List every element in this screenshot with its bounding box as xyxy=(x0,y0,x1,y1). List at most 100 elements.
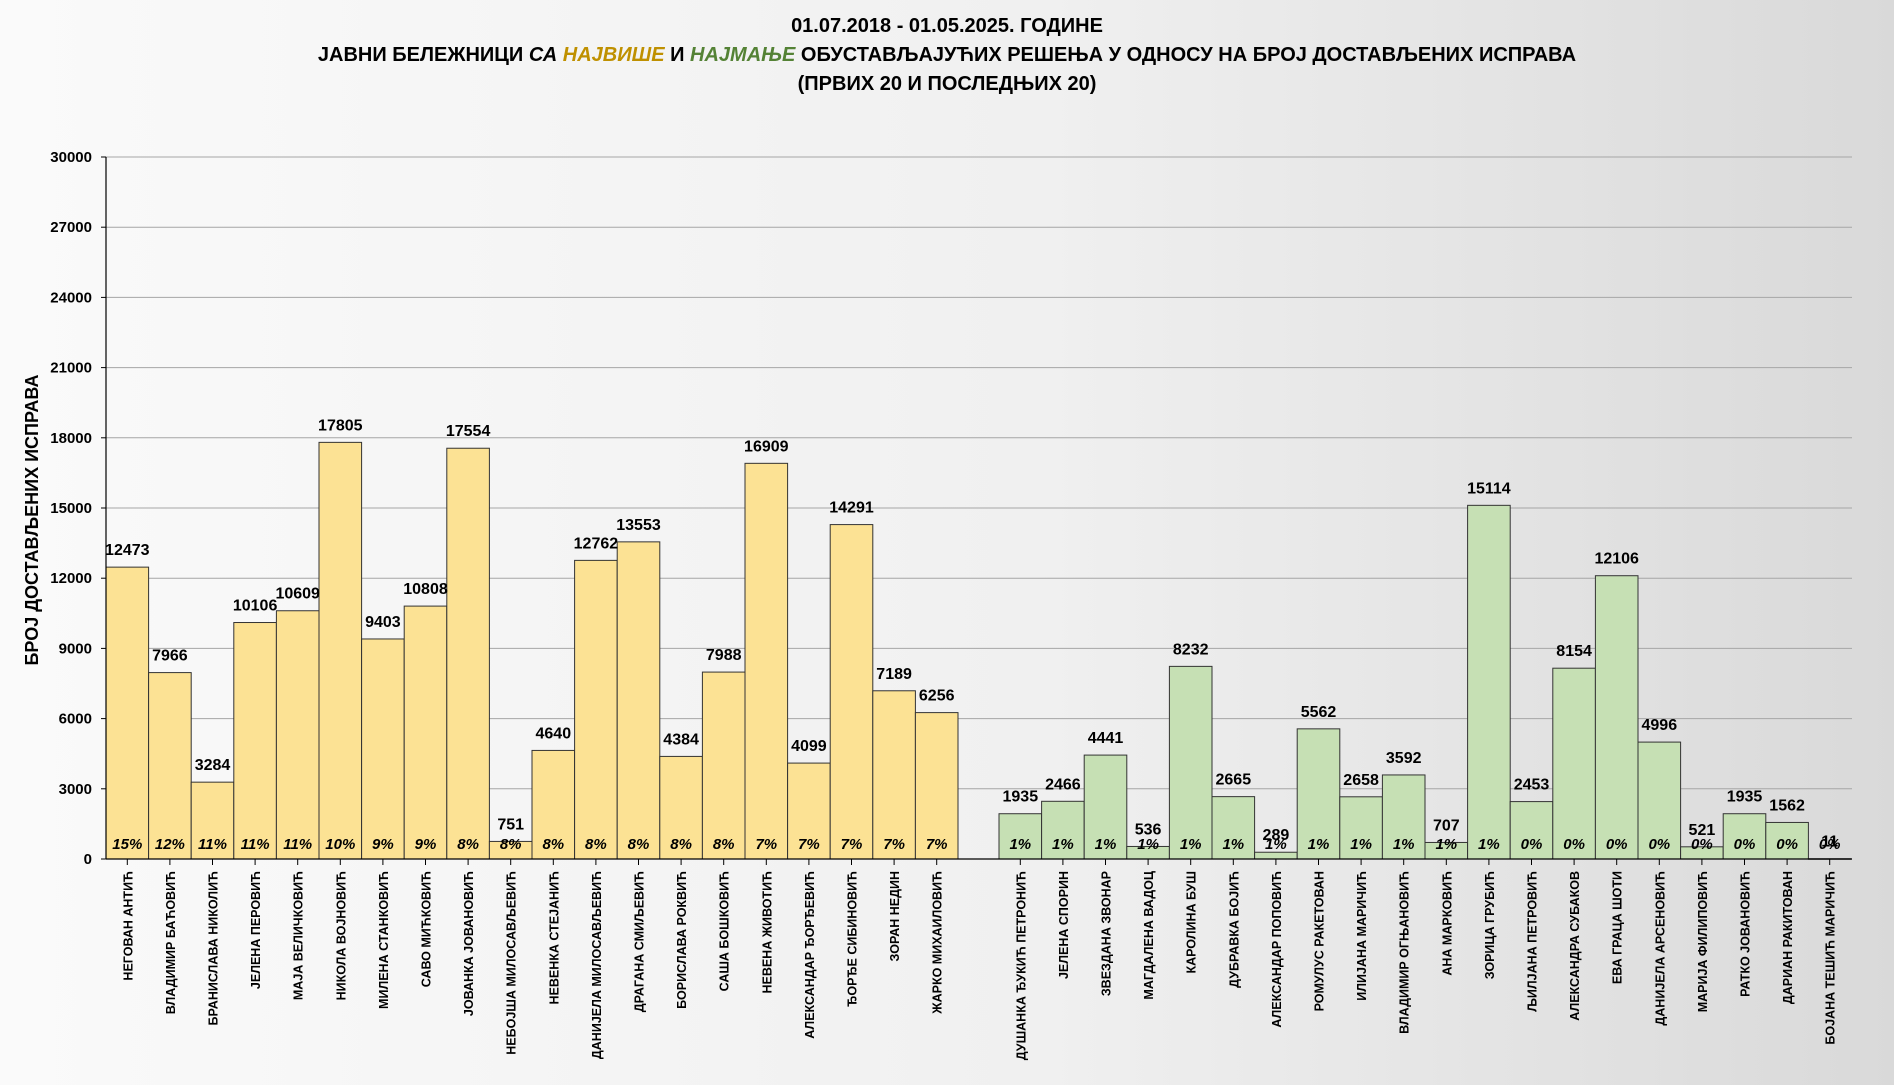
value-label: 4640 xyxy=(536,725,572,742)
value-label: 9403 xyxy=(365,614,401,631)
category-label: ЈЕЛЕНА ПЕРОВИЋ xyxy=(249,871,263,989)
bar xyxy=(1765,821,1809,860)
value-label: 17805 xyxy=(318,417,363,434)
value-label: 8232 xyxy=(1173,641,1209,658)
percent-label: 8% xyxy=(500,836,522,853)
percent-label: 8% xyxy=(713,836,735,853)
y-tick-label: 21000 xyxy=(50,360,92,377)
value-label: 4441 xyxy=(1088,730,1124,747)
percent-label: 1% xyxy=(1435,836,1457,853)
bar xyxy=(318,441,363,860)
bar xyxy=(275,610,320,860)
value-label: 1562 xyxy=(1769,797,1805,814)
percent-label: 8% xyxy=(628,836,650,853)
value-label: 536 xyxy=(1135,821,1162,838)
bar xyxy=(998,813,1043,860)
value-label: 2453 xyxy=(1514,777,1550,794)
value-label: 10106 xyxy=(233,598,278,615)
category-label: ЗОРАН НЕДИН xyxy=(888,871,902,961)
percent-label: 0% xyxy=(1819,836,1841,853)
percent-label: 7% xyxy=(841,836,863,853)
y-axis-ticks: 0 3000 6000 9000 12000 15000 18000 21000 24000 27… xyxy=(50,149,106,868)
bar xyxy=(574,559,618,860)
percent-label: 1% xyxy=(1265,836,1287,853)
bar xyxy=(531,749,576,860)
percent-label: 1% xyxy=(1052,836,1074,853)
bar xyxy=(1552,667,1596,860)
percent-label: 0% xyxy=(1521,836,1543,853)
data-labels: 12473 15% 7966 12% 3284 11% 10106 11% 10609 11% 17… xyxy=(105,417,1840,853)
value-label: 10609 xyxy=(275,586,320,603)
category-label: ЈЕЛЕНА СПОРИН xyxy=(1057,871,1071,979)
bar xyxy=(148,672,192,860)
percent-label: 1% xyxy=(1393,836,1415,853)
category-label: ЂОРЂЕ СИБИНОВИЋ xyxy=(846,871,860,1007)
percent-label: 12% xyxy=(155,836,185,853)
value-label: 4996 xyxy=(1642,717,1678,734)
percent-label: 15% xyxy=(112,836,142,853)
bar xyxy=(105,566,150,860)
bar xyxy=(1381,774,1426,860)
category-label: НЕВЕНКА СТЕЈАНИЋ xyxy=(547,871,561,1005)
percent-label: 0% xyxy=(1563,836,1585,853)
category-label: САВО МИЋКОВИЋ xyxy=(420,871,434,987)
category-label: РОМУЛУС РАКЕТОВАН xyxy=(1313,871,1327,1011)
value-label: 5562 xyxy=(1301,704,1337,721)
category-label: БРАНИСЛАВА НИКОЛИЋ xyxy=(207,871,221,1025)
category-label: ЗВЕЗДАНА ЗВОНАР xyxy=(1100,871,1114,996)
value-label: 2658 xyxy=(1343,772,1379,789)
bar xyxy=(1211,796,1256,860)
percent-label: 1% xyxy=(1009,836,1031,853)
percent-label: 1% xyxy=(1308,836,1330,853)
value-label: 3592 xyxy=(1386,750,1422,767)
category-label: НЕГОВАН АНТИЋ xyxy=(121,871,135,981)
percent-label: 7% xyxy=(755,836,777,853)
bar xyxy=(787,762,831,860)
bar xyxy=(872,690,916,860)
value-label: 4384 xyxy=(663,731,699,748)
category-label: ИЛИЈАНА МАРИЧИЋ xyxy=(1355,871,1369,1001)
value-label: 6256 xyxy=(919,688,955,705)
category-label: БОЈАНА ТЕШИЋ МАРИЧИЋ xyxy=(1824,871,1838,1045)
category-label: ДРАГАНА СМИЉЕВИЋ xyxy=(633,871,647,1012)
category-label: ЉИЛЈАНА ПЕТРОВИЋ xyxy=(1526,871,1540,1012)
category-label: НЕБОЈША МИЛОСАВЉЕВИЋ xyxy=(505,871,519,1055)
value-label: 15114 xyxy=(1467,480,1511,497)
value-label: 10808 xyxy=(403,581,448,598)
value-label: 12473 xyxy=(105,542,150,559)
category-label: РАТКО ЈОВАНОВИЋ xyxy=(1739,871,1753,997)
title-dates: 01.07.2018 - 01.05.2025. ГОДИНЕ xyxy=(791,15,1103,37)
percent-label: 11% xyxy=(283,836,312,853)
value-label: 7988 xyxy=(706,647,742,664)
category-label: АНА МАРКОВИЋ xyxy=(1440,871,1454,976)
percent-label: 0% xyxy=(1691,836,1713,853)
bar xyxy=(1637,741,1682,860)
bar xyxy=(1041,800,1085,860)
value-label: 2466 xyxy=(1045,776,1081,793)
value-label: 14291 xyxy=(829,500,874,517)
percent-label: 7% xyxy=(883,836,905,853)
bar xyxy=(1168,665,1213,860)
category-label: САША БОШКОВИЋ xyxy=(718,871,732,991)
percent-label: 8% xyxy=(457,836,479,853)
category-label: МАГДАЛЕНА ВАДОЦ xyxy=(1142,870,1156,999)
value-label: 2665 xyxy=(1216,772,1252,789)
category-label: МИЛЕНА СТАНКОВИЋ xyxy=(377,871,391,1009)
value-label: 16909 xyxy=(744,438,789,455)
value-label: 8154 xyxy=(1556,643,1592,660)
category-label: ВЛАДИМИР ОГЊАНОВИЋ xyxy=(1398,871,1412,1034)
bar xyxy=(829,524,874,860)
bar xyxy=(446,447,490,860)
percent-label: 1% xyxy=(1180,836,1202,853)
category-label: ДАНИЈЕЛА АРСЕНОВИЋ xyxy=(1653,871,1667,1026)
percent-label: 1% xyxy=(1222,836,1244,853)
category-label: ЖАРКО МИХАИЛОВИЋ xyxy=(931,871,945,1015)
bar xyxy=(701,671,746,860)
category-label: АЛЕКСАНДАР ПОПОВИЋ xyxy=(1270,871,1284,1028)
category-label: КАРОЛИНА БУШ xyxy=(1185,871,1199,974)
value-label: 289 xyxy=(1263,827,1290,844)
bar xyxy=(403,605,448,860)
category-label: НИКОЛА ВОЈНОВИЋ xyxy=(334,871,348,1000)
percent-label: 8% xyxy=(670,836,692,853)
